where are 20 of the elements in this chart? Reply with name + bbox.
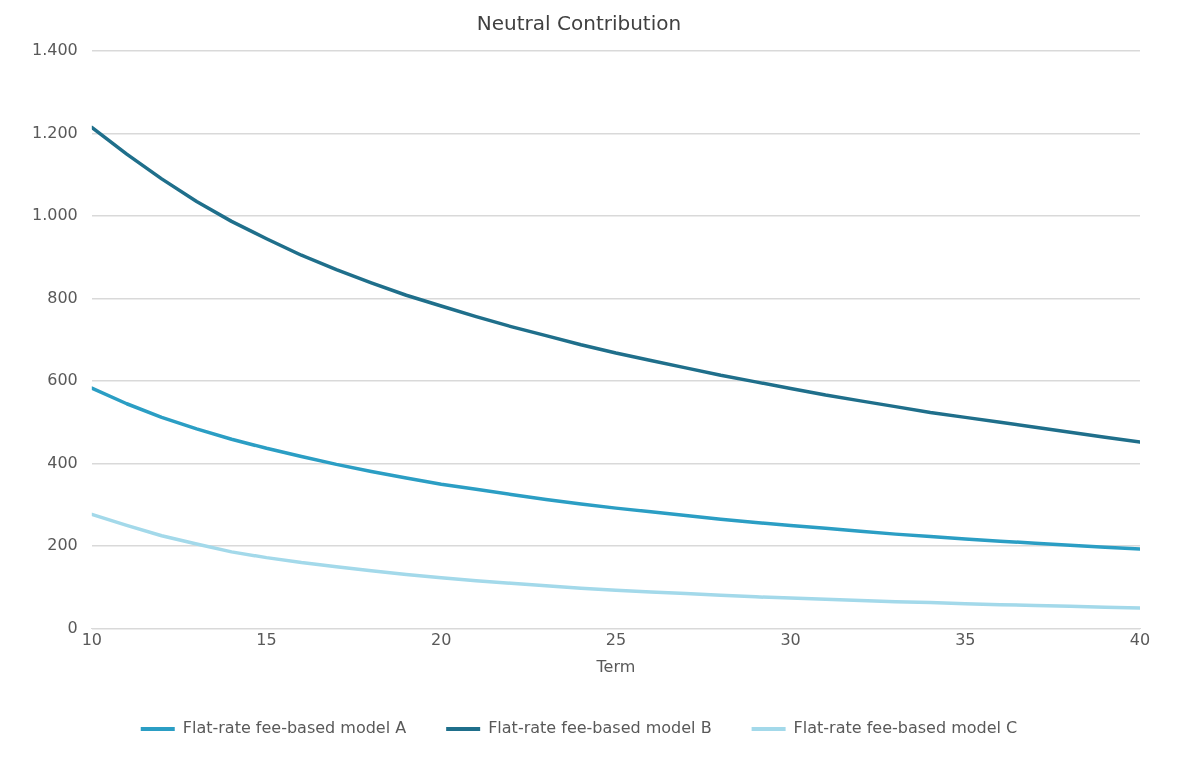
y-tick-label: 200 [47, 535, 78, 555]
x-tick-label: 10 [81, 630, 102, 650]
x-tick-label: 20 [431, 630, 452, 650]
legend-label: Flat-rate fee-based model C [793, 718, 1018, 738]
y-tick-label: 600 [47, 370, 78, 390]
x-axis-title: Term [595, 656, 636, 676]
y-tick-label: 1.000 [31, 205, 78, 225]
x-tick-label: 40 [1129, 630, 1151, 650]
y-tick-label: 0 [67, 617, 78, 637]
x-tick-label: 25 [605, 630, 627, 650]
y-tick-label: 400 [47, 452, 78, 472]
x-tick-label: 35 [955, 630, 976, 650]
x-tick-label: 15 [256, 630, 277, 650]
legend-label: Flat-rate fee-based model B [488, 718, 712, 738]
y-tick-label: 1.400 [31, 40, 78, 60]
chart-title: Neutral Contribution [476, 11, 682, 36]
x-tick-label: 30 [780, 630, 801, 650]
y-tick-label: 1.200 [31, 122, 78, 142]
legend-label: Flat-rate fee-based model A [182, 718, 407, 738]
y-tick-label: 800 [47, 287, 78, 307]
